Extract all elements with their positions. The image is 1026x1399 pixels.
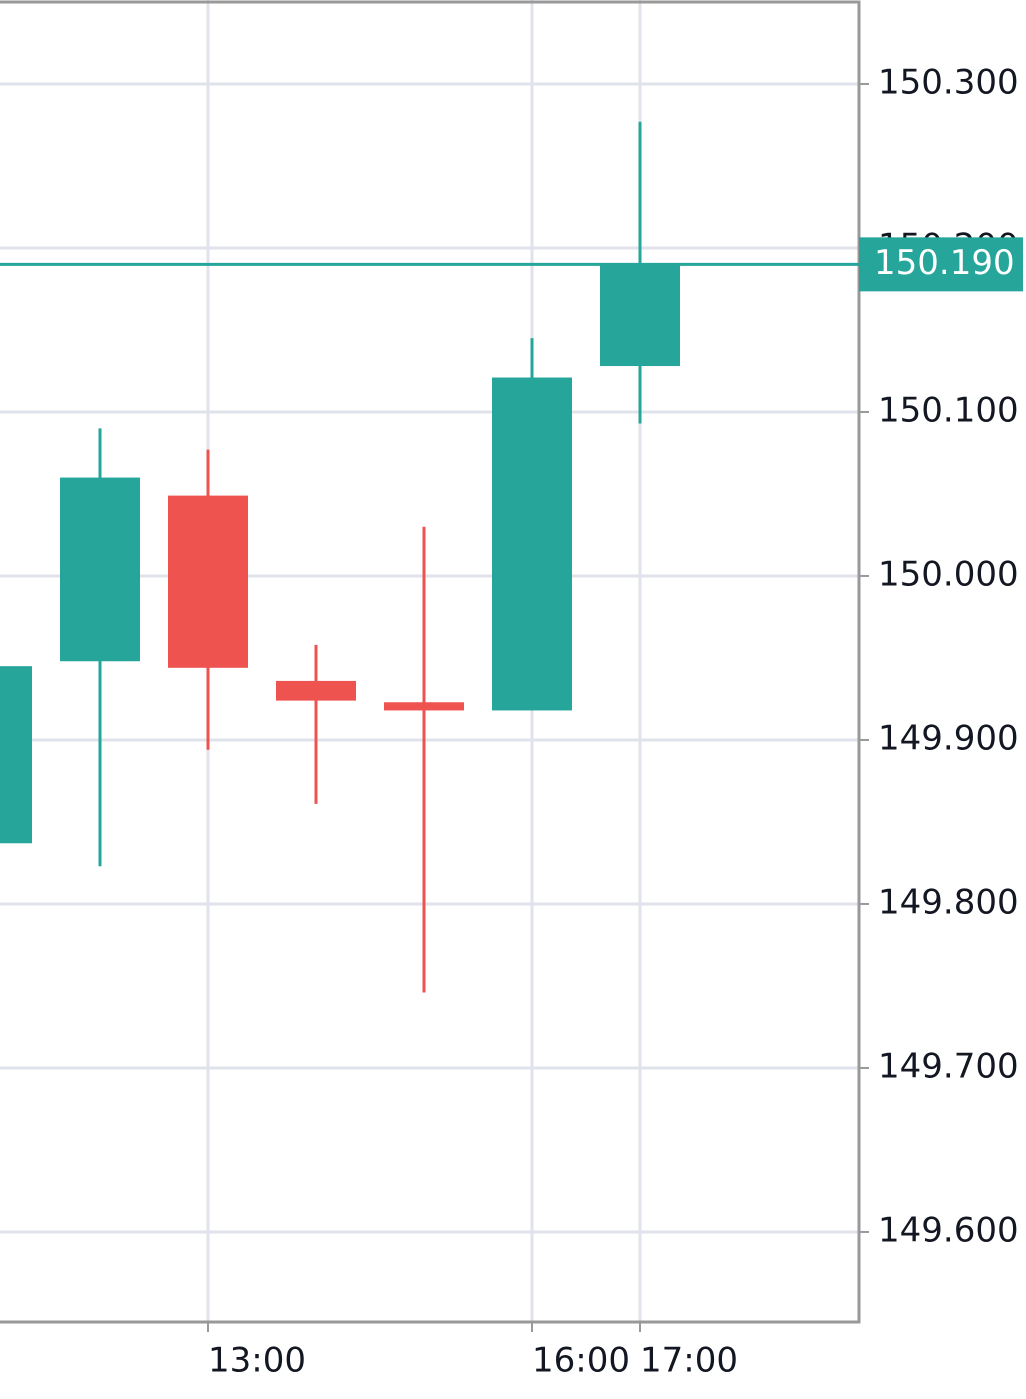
candle-body [276, 680, 356, 701]
x-tick-label: 17:00 [640, 1341, 738, 1381]
frame [0, 0, 861, 1324]
candle-body [384, 702, 464, 711]
y-tick-label: 150.000 [878, 554, 1019, 594]
y-tick-label: 149.700 [878, 1046, 1019, 1086]
y-tick-label: 149.600 [878, 1210, 1019, 1250]
candle-body [0, 666, 32, 844]
x-tick-label: 16:00 [532, 1341, 630, 1381]
candle-body [600, 264, 680, 367]
candle-body [60, 477, 140, 662]
y-tick-label: 150.100 [878, 390, 1019, 430]
price-label-box [859, 237, 1023, 292]
candle-body [492, 377, 572, 711]
y-tick-label: 150.300 [878, 62, 1019, 102]
x-tick-label: 13:00 [208, 1341, 306, 1381]
candle-body [168, 495, 248, 668]
y-tick-label: 149.800 [878, 882, 1019, 922]
price-label: 150.190 [874, 243, 1015, 283]
y-tick-label: 149.900 [878, 718, 1019, 758]
